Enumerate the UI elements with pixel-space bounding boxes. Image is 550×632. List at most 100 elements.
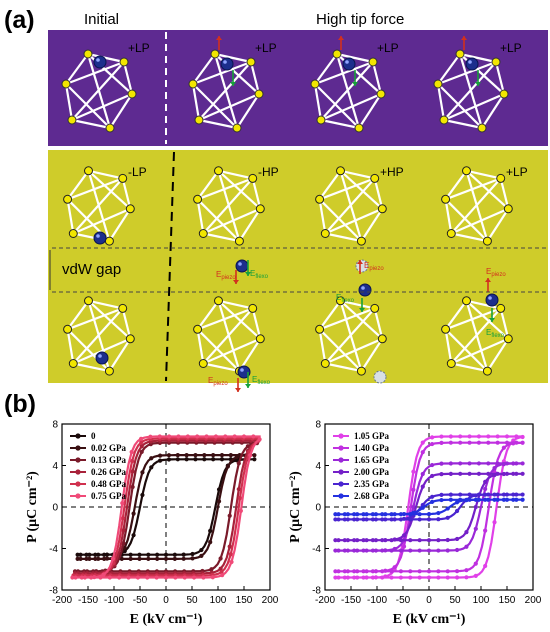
- atom-site: [68, 359, 78, 368]
- data-point: [464, 575, 469, 580]
- data-point: [139, 444, 144, 449]
- bond-line: [192, 83, 238, 129]
- panel-b-label: (b): [4, 390, 36, 418]
- data-point: [408, 575, 413, 580]
- bond-line: [437, 83, 483, 129]
- atom-site: [119, 57, 129, 67]
- data-point: [445, 537, 450, 543]
- data-point: [128, 552, 133, 557]
- data-point: [208, 540, 213, 545]
- data-point: [495, 492, 500, 497]
- data-point: [401, 511, 407, 517]
- data-point: [78, 556, 83, 561]
- bond-line: [318, 328, 363, 372]
- data-point: [520, 471, 525, 476]
- data-point: [380, 548, 385, 553]
- data-point: [486, 471, 491, 476]
- data-point: [352, 575, 357, 580]
- bond-line: [238, 208, 262, 242]
- data-point: [389, 512, 394, 517]
- bond-line: [192, 53, 216, 85]
- data-point: [514, 492, 519, 497]
- bond-line: [122, 61, 134, 95]
- bond-line: [218, 299, 253, 310]
- top-polarization-label-1: +LP: [128, 41, 150, 55]
- data-point: [398, 512, 404, 517]
- data-point: [398, 517, 404, 522]
- bond-line: [486, 338, 510, 372]
- atom-site: [214, 296, 223, 306]
- bond-line: [444, 328, 489, 372]
- atom-site: [482, 236, 492, 246]
- data-point: [504, 440, 510, 445]
- data-point: [135, 575, 141, 580]
- octahedra-structures: +LP +LP +LP +LP -LP -HP +HP +LP Epiezo Eflexo Epie…: [61, 36, 528, 392]
- y-tick-label: -8: [312, 586, 321, 597]
- bottom-polarization-label-4: +LP: [506, 165, 528, 179]
- data-point: [380, 569, 385, 574]
- bond-line: [65, 53, 89, 85]
- cation-atom: [485, 293, 499, 307]
- pe-loop-2-00-gpa: [335, 472, 523, 542]
- atom-site: [462, 296, 471, 306]
- data-point: [117, 575, 122, 580]
- data-point: [495, 497, 500, 502]
- bottom-e-piezo-arrow-2-head: [235, 388, 241, 392]
- bond-line: [73, 362, 110, 373]
- data-point: [158, 458, 163, 463]
- data-point: [483, 497, 488, 502]
- data-point: [219, 569, 224, 575]
- data-point: [501, 471, 506, 477]
- data-point: [218, 556, 223, 561]
- atom-site: [315, 324, 325, 334]
- data-point: [420, 484, 425, 489]
- atom-site: [234, 236, 244, 246]
- legend-marker: [338, 493, 344, 499]
- data-point: [445, 575, 450, 580]
- data-point: [139, 440, 144, 445]
- data-point: [476, 461, 482, 466]
- data-point: [504, 492, 510, 497]
- cation-highlight: [238, 262, 242, 266]
- data-point: [430, 441, 435, 447]
- bond-line: [444, 329, 453, 364]
- data-point: [342, 569, 347, 574]
- bottom-polarization-label-2: -HP: [258, 165, 279, 179]
- data-point: [336, 569, 341, 574]
- data-point: [476, 492, 482, 497]
- data-point: [501, 462, 506, 467]
- top-e-piezo-arrow-1-head: [216, 36, 222, 40]
- data-point: [140, 470, 145, 475]
- atom-site: [370, 173, 380, 183]
- bond-line: [66, 300, 90, 330]
- data-point: [464, 544, 469, 549]
- cation-highlight: [240, 368, 244, 372]
- x-tick-label: -200: [315, 595, 335, 606]
- data-point: [408, 517, 413, 522]
- bond-line: [191, 83, 201, 121]
- data-point: [361, 575, 366, 580]
- data-point: [120, 516, 125, 521]
- data-point: [252, 453, 257, 458]
- data-point: [504, 497, 510, 502]
- data-point: [504, 461, 510, 466]
- bond-line: [340, 299, 375, 310]
- data-point: [342, 575, 347, 580]
- data-point: [345, 548, 350, 553]
- data-point: [352, 517, 357, 522]
- bond-line: [109, 93, 133, 129]
- data-point: [458, 492, 463, 497]
- data-point: [129, 449, 134, 455]
- y-tick-label: -4: [312, 544, 321, 555]
- y-tick-label: 0: [52, 503, 58, 514]
- atom-site: [246, 57, 256, 67]
- data-point: [333, 538, 338, 543]
- data-point: [155, 552, 160, 557]
- data-point: [383, 512, 388, 517]
- data-point: [454, 500, 460, 505]
- data-point: [383, 517, 388, 522]
- atom-site: [441, 194, 451, 204]
- data-point: [417, 517, 422, 522]
- bond-line: [444, 198, 489, 242]
